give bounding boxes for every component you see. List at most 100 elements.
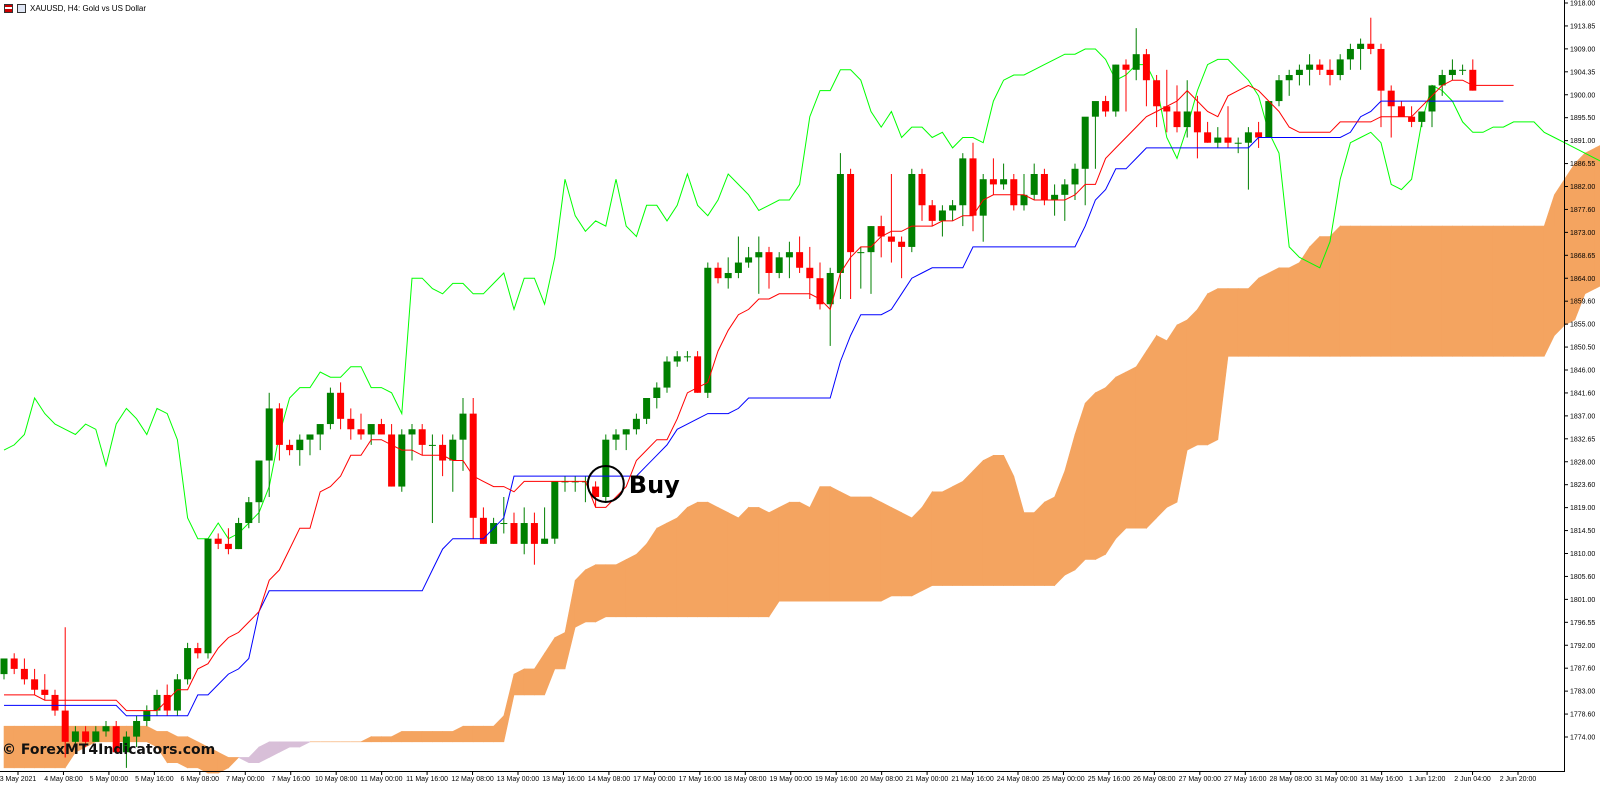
- bear-candle: [1224, 137, 1232, 143]
- price-axis-label: 1895.50: [1570, 115, 1595, 122]
- bear-candle: [847, 173, 855, 253]
- bear-candle: [112, 726, 120, 753]
- bull-candle: [1091, 101, 1099, 117]
- bear-candle: [592, 486, 600, 497]
- bull-candle: [408, 429, 416, 435]
- price-axis-label: 1783.00: [1570, 689, 1595, 696]
- bear-candle: [1326, 69, 1334, 76]
- buy-signal-circle: [586, 464, 625, 503]
- price-axis-label: 1850.50: [1570, 345, 1595, 352]
- price-axis-label: 1796.55: [1570, 620, 1595, 627]
- price-axis-label: 1828.00: [1570, 459, 1595, 466]
- bear-candle: [41, 689, 49, 695]
- bear-candle: [51, 694, 59, 711]
- time-axis-label: 31 May 00:00: [1315, 776, 1358, 783]
- bear-candle: [224, 543, 232, 550]
- bull-candle: [316, 424, 324, 435]
- price-axis-label: 1864.00: [1570, 276, 1595, 283]
- bear-candle: [1408, 116, 1416, 122]
- bull-candle: [459, 413, 467, 440]
- bear-candle: [694, 356, 702, 393]
- price-axis-label: 1787.60: [1570, 666, 1595, 673]
- bull-candle: [1234, 142, 1242, 144]
- bear-candle: [163, 694, 171, 711]
- bull-candle: [398, 434, 406, 487]
- bear-candle: [194, 648, 202, 654]
- bull-candle: [1336, 59, 1344, 76]
- time-axis-label: 14 May 08:00: [588, 776, 631, 783]
- bull-candle: [653, 387, 661, 399]
- time-axis-label: 11 May 00:00: [361, 776, 403, 783]
- bull-candle: [938, 210, 946, 221]
- bull-candle: [133, 720, 141, 737]
- bull-candle: [1081, 116, 1089, 169]
- bear-candle: [31, 679, 39, 690]
- bull-candle: [1000, 179, 1008, 185]
- bull-candle: [949, 205, 957, 211]
- time-axis-label: 27 May 16:00: [1224, 776, 1267, 783]
- bear-candle: [214, 538, 222, 544]
- bear-candle: [1204, 132, 1212, 143]
- bull-candle: [449, 439, 457, 461]
- time-axis-label: 7 May 16:00: [271, 776, 310, 783]
- bear-candle: [439, 444, 447, 461]
- bear-candle: [887, 236, 895, 242]
- price-axis-label: 1778.60: [1570, 712, 1595, 719]
- time-axis-label: 20 May 08:00: [860, 776, 903, 783]
- bear-candle: [1122, 64, 1130, 70]
- watermark: © ForexMT4Indicators.com: [2, 742, 216, 758]
- price-axis-label: 1873.00: [1570, 230, 1595, 237]
- bull-candle: [1275, 80, 1283, 102]
- bear-candle: [1469, 69, 1477, 91]
- bull-candle: [1357, 43, 1365, 49]
- bull-candle: [265, 408, 273, 461]
- time-axis-label: 31 May 16:00: [1360, 776, 1403, 783]
- bull-candle: [1438, 75, 1446, 86]
- price-axis-label: 1877.60: [1570, 207, 1595, 214]
- bear-candle: [479, 517, 487, 544]
- time-axis-label: 19 May 00:00: [770, 776, 813, 783]
- kumo-cloud-segment: [299, 741, 311, 748]
- bear-candle: [928, 205, 936, 221]
- bull-candle: [979, 179, 987, 216]
- time-axis-label: 17 May 16:00: [679, 776, 722, 783]
- price-axis-label: 1819.00: [1570, 505, 1595, 512]
- time-axis-label: 1 Jun 12:00: [1409, 776, 1446, 783]
- price-axis-label: 1900.00: [1570, 92, 1595, 99]
- bull-candle: [367, 424, 375, 435]
- bear-candle: [377, 424, 385, 435]
- bull-candle: [745, 257, 753, 263]
- bull-candle: [1244, 132, 1252, 143]
- price-axis-label: 1810.00: [1570, 551, 1595, 558]
- bull-candle: [1030, 173, 1038, 195]
- kumo-cloud-segment: [1594, 145, 1600, 290]
- bull-candle: [1285, 75, 1293, 81]
- bull-candle: [836, 173, 844, 273]
- price-axis-label: 1837.00: [1570, 413, 1595, 420]
- price-axis-label: 1823.60: [1570, 482, 1595, 489]
- bull-candle: [1428, 85, 1436, 112]
- bear-candle: [275, 408, 283, 445]
- bear-candle: [20, 668, 28, 680]
- bear-candle: [1040, 173, 1048, 201]
- bear-candle: [1397, 106, 1405, 117]
- time-axis-label: 11 May 16:00: [406, 776, 448, 783]
- bull-candle: [602, 439, 610, 497]
- bull-candle: [867, 226, 875, 253]
- time-axis-label: 21 May 00:00: [906, 776, 949, 783]
- bear-candle: [1255, 132, 1263, 138]
- bull-candle: [826, 272, 834, 305]
- time-axis-label: 5 May 16:00: [135, 776, 174, 783]
- bull-candle: [235, 523, 243, 550]
- bear-candle: [61, 710, 69, 742]
- time-axis-label: 5 May 00:00: [90, 776, 129, 783]
- bull-candle: [1346, 48, 1354, 60]
- bull-candle: [102, 726, 110, 732]
- chart-type-icon: [17, 3, 26, 13]
- bear-candle: [469, 413, 477, 518]
- time-axis-label: 2 Jun 04:00: [1454, 776, 1491, 783]
- time-axis-label: 28 May 08:00: [1270, 776, 1313, 783]
- bull-candle: [204, 538, 212, 654]
